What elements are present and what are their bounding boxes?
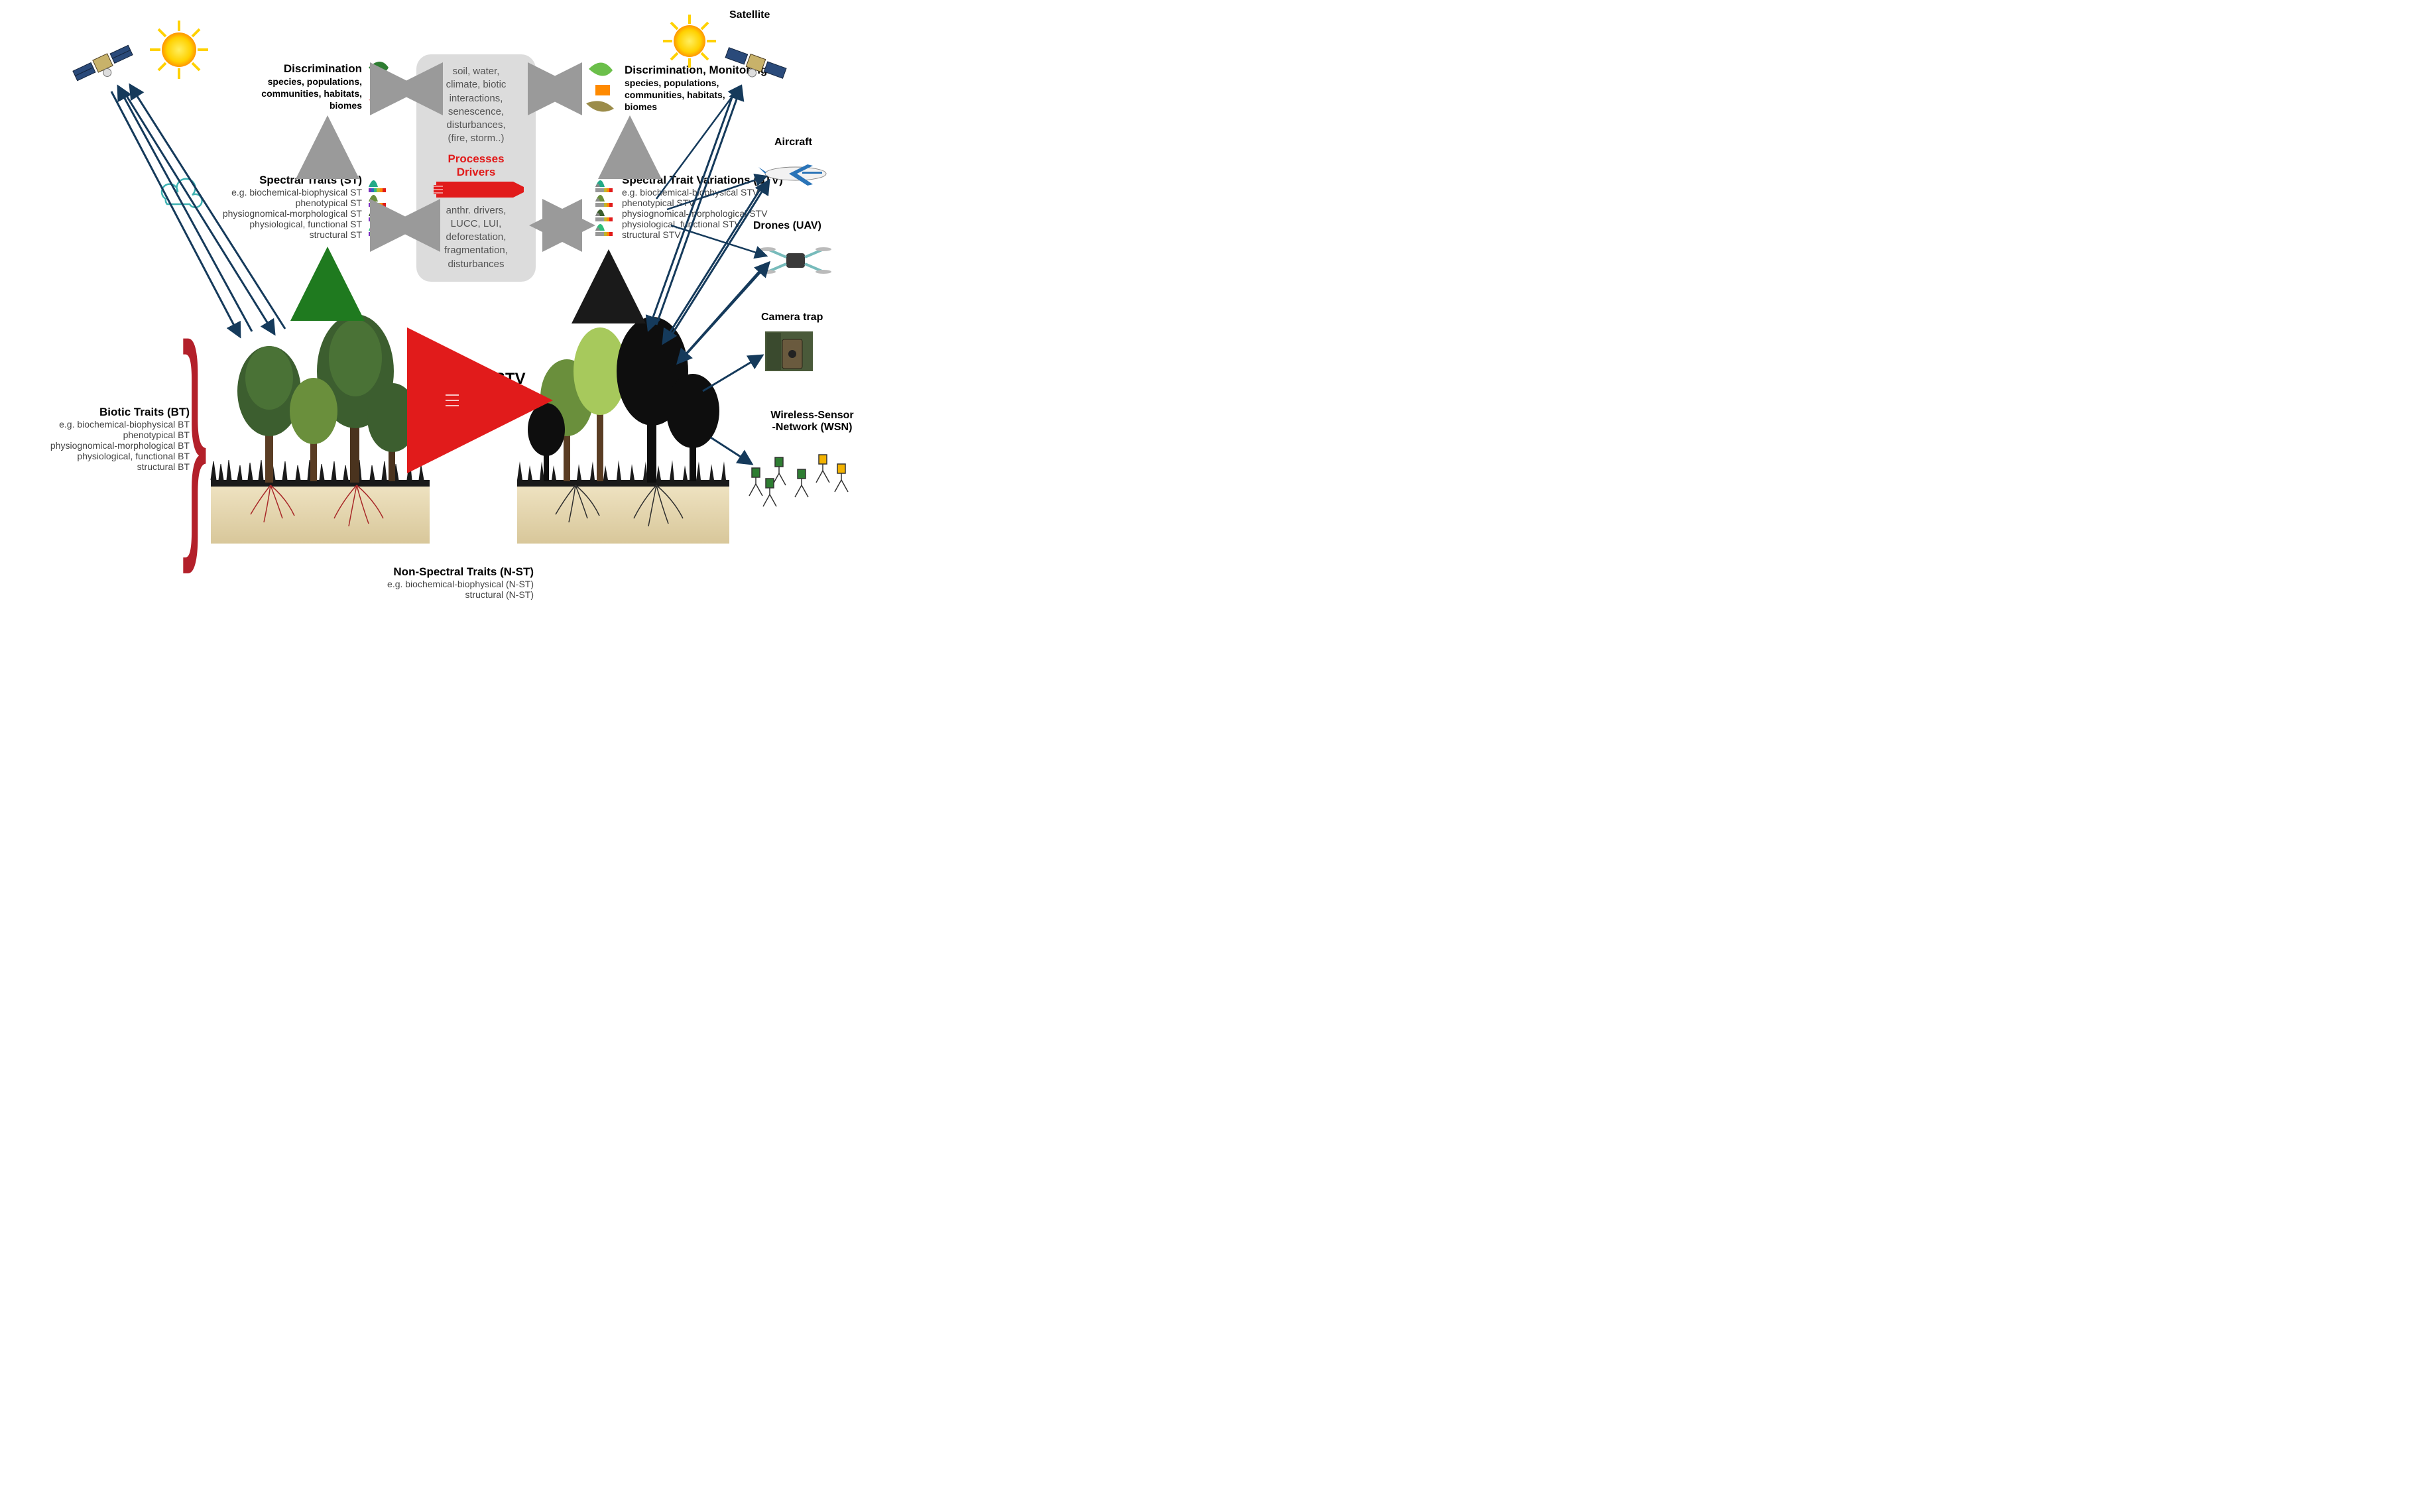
sun-right-icon	[663, 15, 716, 68]
bt-item-2: physiognomical-morphological BT	[4, 440, 190, 451]
discrimination-block: Discrimination species, populations, com…	[196, 62, 362, 112]
center-processes: Processes Drivers	[431, 152, 521, 179]
stv-item-0: e.g. biochemical-biophysical STV	[622, 187, 821, 198]
nst-title: Non-Spectral Traits (N-ST)	[315, 565, 534, 579]
disc-shapes-left	[369, 62, 391, 107]
nst-block: Non-Spectral Traits (N-ST) e.g. biochemi…	[315, 565, 534, 600]
st-block: Spectral Traits (ST) e.g. biochemical-bi…	[198, 174, 362, 240]
center-top-text: soil, water, climate, biotic interaction…	[431, 65, 521, 146]
st-item-4: structural ST	[198, 229, 362, 240]
drone-icon	[760, 247, 831, 274]
cloud-icon	[162, 179, 202, 207]
transform-label: ST → STV	[450, 370, 526, 388]
st-spectrum-icons	[369, 180, 386, 236]
bt-item-0: e.g. biochemical-biophysical BT	[4, 419, 190, 430]
stv-spectrum-icons	[595, 180, 613, 236]
stv-item-1: phenotypical STV	[622, 198, 821, 208]
center-bottom-text: anthr. drivers, LUCC, LUI, deforestation…	[431, 204, 521, 271]
drones-label: Drones (UAV)	[753, 220, 821, 232]
bt-block: Biotic Traits (BT) e.g. biochemical-biop…	[4, 406, 190, 472]
st-item-1: phenotypical ST	[198, 198, 362, 208]
bt-item-3: physiological, functional BT	[4, 451, 190, 461]
bt-item-1: phenotypical BT	[4, 430, 190, 440]
bt-title: Biotic Traits (BT)	[4, 406, 190, 419]
center-processes-box: soil, water, climate, biotic interaction…	[416, 54, 536, 282]
st-item-0: e.g. biochemical-biophysical ST	[198, 187, 362, 198]
stv-item-2: physiognomical-morphological STV	[622, 208, 821, 219]
bt-item-4: structural BT	[4, 461, 190, 472]
ecosystem-left	[211, 314, 430, 544]
nst-item-1: structural (N-ST)	[315, 589, 534, 600]
discrimination-title: Discrimination	[196, 62, 362, 76]
satellite-left-icon	[72, 44, 137, 89]
wsn-label: Wireless-Sensor -Network (WSN)	[756, 410, 869, 434]
discrimination2-items: species, populations, communities, habit…	[625, 77, 797, 113]
st-item-2: physiognomical-morphological ST	[198, 208, 362, 219]
discrimination-items: species, populations, communities, habit…	[196, 76, 362, 112]
disc-shapes-right	[586, 62, 614, 111]
discrimination2-title: Discrimination, Monitoring	[625, 64, 797, 77]
satellite-label: Satellite	[729, 9, 770, 21]
ecosystem-right	[517, 317, 729, 544]
forest-sensor-arrows-right	[648, 86, 769, 464]
camera-label: Camera trap	[761, 312, 823, 323]
stv-title: Spectral Trait Variations (STV)	[622, 174, 821, 187]
aircraft-label: Aircraft	[774, 137, 812, 148]
st-title: Spectral Traits (ST)	[198, 174, 362, 187]
camera-trap-icon	[765, 331, 813, 371]
st-item-3: physiological, functional ST	[198, 219, 362, 229]
discrimination2-block: Discrimination, Monitoring species, popu…	[625, 64, 797, 113]
nst-item-0: e.g. biochemical-biophysical (N-ST)	[315, 579, 534, 589]
wsn-icon	[749, 455, 848, 506]
